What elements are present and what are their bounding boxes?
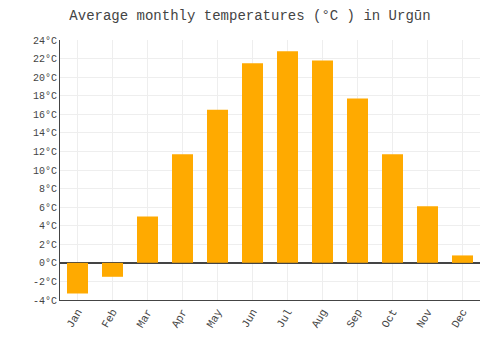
svg-text:Apr: Apr	[170, 307, 190, 330]
svg-text:Mar: Mar	[135, 307, 155, 330]
svg-text:Oct: Oct	[380, 307, 400, 330]
svg-text:20°C: 20°C	[33, 73, 57, 84]
svg-text:-2°C: -2°C	[33, 277, 57, 288]
svg-text:6°C: 6°C	[39, 203, 57, 214]
svg-text:0°C: 0°C	[39, 258, 57, 269]
svg-text:4°C: 4°C	[39, 221, 57, 232]
svg-text:Jun: Jun	[240, 307, 260, 330]
svg-text:May: May	[205, 307, 225, 330]
svg-text:18°C: 18°C	[33, 91, 57, 102]
svg-text:2°C: 2°C	[39, 240, 57, 251]
svg-text:Jul: Jul	[275, 307, 295, 330]
svg-text:Aug: Aug	[310, 307, 330, 330]
svg-text:Average monthly temperatures (: Average monthly temperatures (°C ) in Ur…	[69, 8, 430, 24]
svg-text:22°C: 22°C	[33, 54, 57, 65]
svg-text:Sep: Sep	[345, 307, 365, 330]
svg-text:Feb: Feb	[100, 307, 120, 330]
svg-text:16°C: 16°C	[33, 110, 57, 121]
svg-text:-4°C: -4°C	[33, 296, 57, 307]
svg-text:Jan: Jan	[65, 307, 85, 330]
svg-text:14°C: 14°C	[33, 128, 57, 139]
svg-text:8°C: 8°C	[39, 184, 57, 195]
svg-text:Nov: Nov	[415, 307, 435, 330]
svg-text:10°C: 10°C	[33, 166, 57, 177]
svg-text:24°C: 24°C	[33, 36, 57, 47]
svg-text:12°C: 12°C	[33, 147, 57, 158]
svg-text:Dec: Dec	[450, 307, 470, 330]
